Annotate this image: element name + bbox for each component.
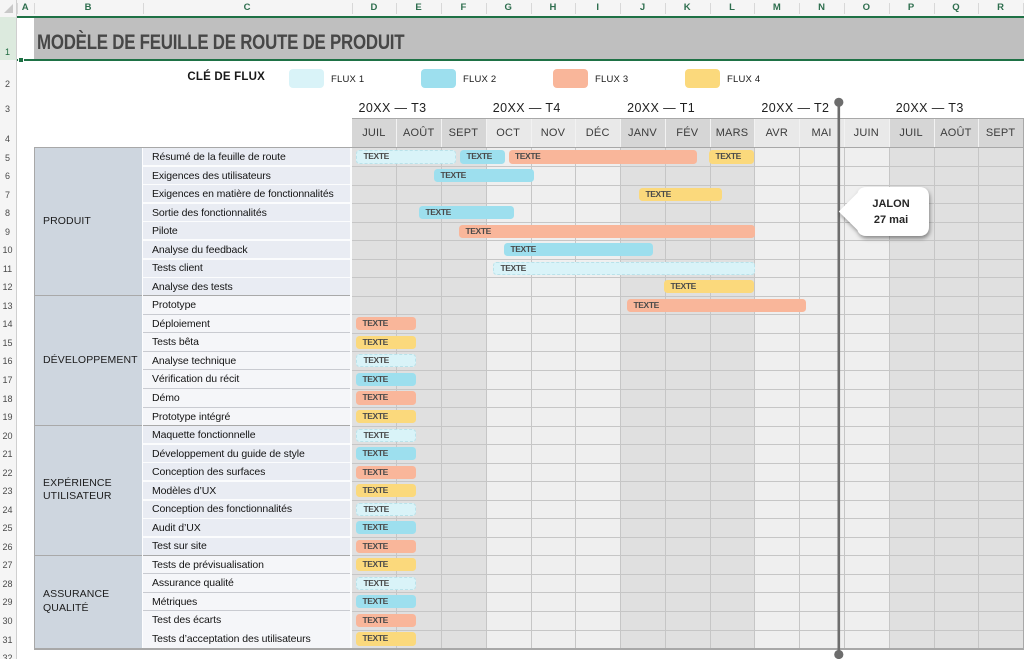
- svg-text:27 mai: 27 mai: [874, 214, 908, 226]
- svg-text:JALON: JALON: [872, 198, 909, 210]
